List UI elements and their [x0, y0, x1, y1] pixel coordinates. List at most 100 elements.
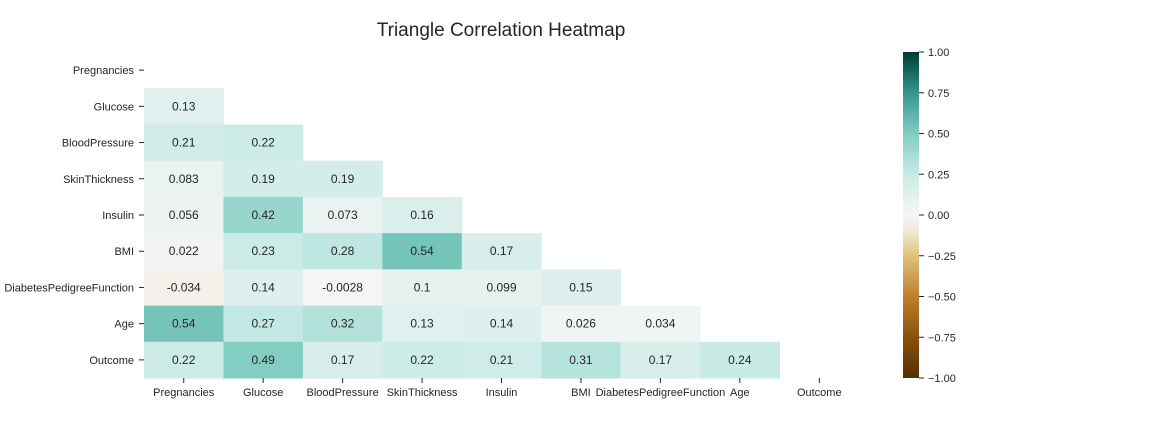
heatmap-cell: [223, 305, 304, 343]
heatmap-cell: [302, 269, 383, 307]
heatmap-cell: [461, 269, 542, 307]
colorbar-tick-label: 0.25: [928, 169, 949, 181]
x-tick-label: BMI: [571, 387, 591, 399]
cell-value-label: 0.14: [490, 317, 514, 331]
heatmap-cell: [144, 124, 224, 162]
colorbar-tick-label: 1.00: [928, 47, 949, 59]
heatmap-cell: [302, 196, 383, 234]
colorbar-tick-label: 0.50: [928, 129, 949, 141]
heatmap-cell: [620, 305, 701, 343]
heatmap-cell: [144, 88, 224, 125]
y-tick-label: Outcome: [89, 355, 134, 367]
cell-value-label: 0.17: [649, 353, 673, 367]
colorbar-tick-label: 0.75: [928, 88, 949, 100]
heatmap-cell: [223, 269, 304, 307]
y-axis-labels: Pregnancies Glucose BloodPressure SkinThick…: [4, 65, 144, 367]
heatmap-cell: [620, 341, 701, 379]
cell-value-label: 0.13: [172, 99, 196, 113]
x-tick-label: BloodPressure: [307, 387, 379, 399]
cell-value-label: 0.21: [172, 136, 196, 150]
y-tick-label: Insulin: [102, 210, 134, 222]
cell-value-label: 0.23: [251, 244, 275, 258]
heatmap-cell: [223, 124, 304, 162]
cell-value-label: -0.0028: [322, 280, 363, 294]
heatmap-cell: [461, 341, 542, 379]
cell-value-label: 0.27: [251, 317, 275, 331]
x-tick-label: Age: [730, 387, 750, 399]
heatmap-cell: [382, 269, 463, 307]
cell-value-label: 0.083: [169, 172, 199, 186]
colorbar-tick-label: −0.50: [928, 292, 956, 304]
cell-value-label: 0.32: [331, 317, 355, 331]
x-tick-label: Insulin: [486, 387, 518, 399]
x-tick-label: Outcome: [797, 387, 842, 399]
y-tick-label: BloodPressure: [62, 138, 134, 150]
heatmap-cell: [382, 233, 463, 270]
heatmap-cell: [144, 160, 224, 198]
cell-value-label: 0.22: [172, 353, 196, 367]
heatmap-cell: [302, 305, 383, 343]
cell-value-label: 0.16: [410, 208, 434, 222]
cell-value-label: 0.28: [331, 244, 355, 258]
x-tick-label: DiabetesPedigreeFunction: [596, 387, 726, 399]
heatmap-cell: [382, 305, 463, 343]
cell-value-label: 0.073: [328, 208, 358, 222]
chart-title: Triangle Correlation Heatmap: [377, 20, 626, 41]
x-tick-label: Pregnancies: [153, 387, 215, 399]
cell-value-label: 0.17: [331, 353, 355, 367]
y-tick-label: Pregnancies: [73, 65, 135, 77]
colorbar-tick-label: −0.75: [928, 332, 956, 344]
heatmap-cells: 0.13 0.21 0.22 0.083 0.19 0.19 0.056 0.42 0.073 0…: [144, 88, 781, 379]
cell-value-label: 0.13: [410, 317, 434, 331]
heatmap-cell: [302, 233, 383, 270]
heatmap-cell: [223, 341, 304, 379]
heatmap-cell: [302, 160, 383, 198]
cell-value-label: 0.15: [569, 280, 593, 294]
x-tick-label: SkinThickness: [387, 387, 458, 399]
heatmap-cell: [144, 341, 224, 379]
heatmap-cell: [461, 233, 542, 270]
heatmap-cell: [700, 341, 781, 379]
y-tick-label: BMI: [114, 246, 134, 258]
cell-value-label: 0.22: [410, 353, 434, 367]
colorbar-tick-label: −1.00: [928, 373, 956, 385]
heatmap-cell: [223, 196, 304, 234]
cell-value-label: 0.42: [251, 208, 275, 222]
cell-value-label: -0.034: [167, 280, 201, 294]
heatmap-cell: [541, 305, 622, 343]
cell-value-label: 0.54: [410, 244, 434, 258]
heatmap-cell: [144, 269, 224, 307]
cell-value-label: 0.19: [331, 172, 355, 186]
cell-value-label: 0.19: [251, 172, 275, 186]
x-tick-label: Glucose: [243, 387, 283, 399]
cell-value-label: 0.14: [251, 280, 275, 294]
cell-value-label: 0.026: [566, 317, 596, 331]
heatmap-cell: [144, 196, 224, 234]
cell-value-label: 0.21: [490, 353, 514, 367]
heatmap-cell: [461, 305, 542, 343]
colorbar-gradient: [903, 52, 919, 378]
cell-value-label: 0.49: [251, 353, 275, 367]
colorbar-tick-label: 0.00: [928, 210, 949, 222]
colorbar: 1.00 0.75 0.50 0.25 0.00 −0.25 −0.50 −0.75 −1.00: [903, 47, 956, 385]
cell-value-label: 0.056: [169, 208, 199, 222]
cell-value-label: 0.034: [645, 317, 675, 331]
cell-value-label: 0.1: [414, 280, 431, 294]
heatmap-cell: [144, 233, 224, 270]
y-tick-label: DiabetesPedigreeFunction: [4, 282, 134, 294]
cell-value-label: 0.17: [490, 244, 514, 258]
cell-value-label: 0.22: [251, 136, 275, 150]
cell-value-label: 0.54: [172, 317, 196, 331]
cell-value-label: 0.099: [486, 280, 516, 294]
cell-value-label: 0.31: [569, 353, 593, 367]
heatmap-cell: [541, 341, 622, 379]
y-tick-label: SkinThickness: [63, 174, 134, 186]
y-tick-label: Glucose: [94, 101, 134, 113]
x-axis-labels: Pregnancies Glucose BloodPressure SkinThick…: [153, 378, 842, 399]
cell-value-label: 0.24: [728, 353, 752, 367]
heatmap-cell: [382, 196, 463, 234]
heatmap-cell: [223, 233, 304, 270]
heatmap-cell: [541, 269, 622, 307]
